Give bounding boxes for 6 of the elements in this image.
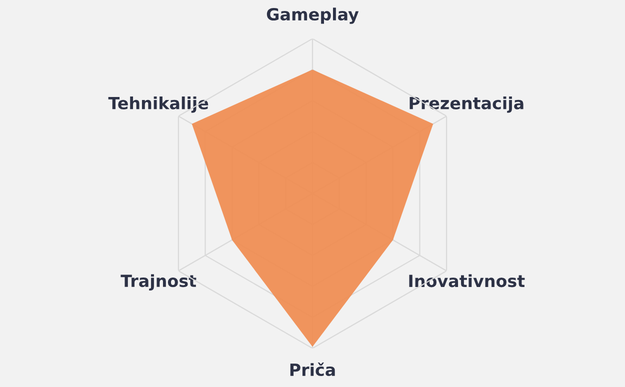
spoke-label: Tehnikalije bbox=[108, 96, 208, 113]
spoke-label: Inovativnost bbox=[409, 274, 525, 288]
spoke-label: Prezentacija bbox=[410, 96, 524, 113]
spoke-label: Priča bbox=[290, 362, 335, 376]
spoke-label: Trajnost bbox=[120, 274, 196, 290]
spoke-label: Gameplay bbox=[266, 8, 359, 24]
